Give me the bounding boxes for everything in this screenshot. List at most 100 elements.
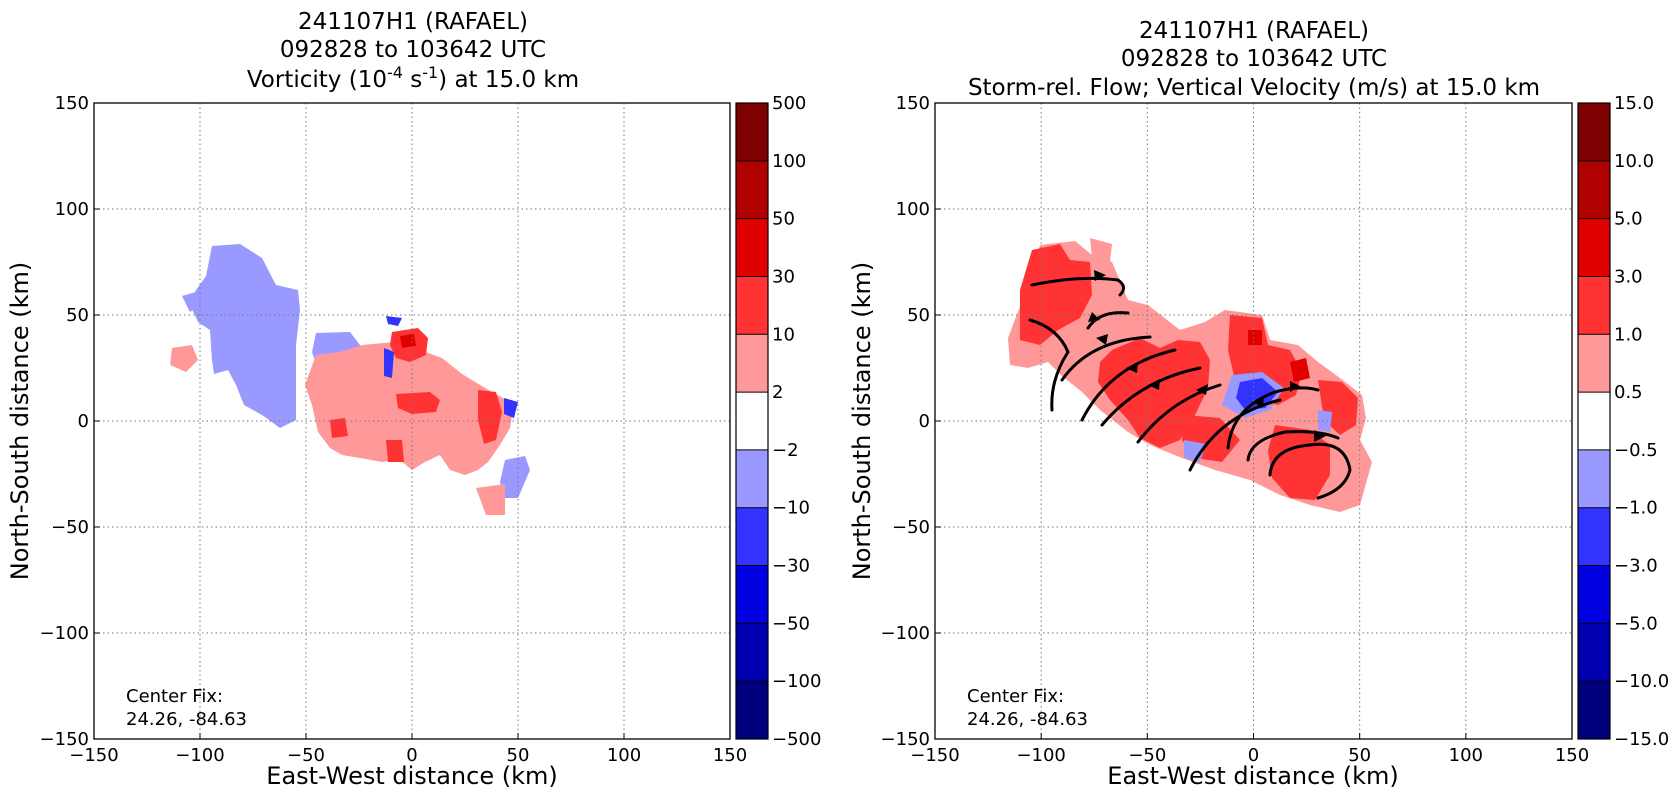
vorticity-x-axis-label: East-West distance (km) bbox=[266, 762, 557, 790]
velocity-title-line1: 241107H1 (RAFAEL) bbox=[1139, 18, 1369, 44]
velocity-colorbar-segment bbox=[1578, 507, 1610, 567]
vorticity-region-moderate-negative bbox=[386, 316, 402, 326]
streamline-arrowhead bbox=[1096, 334, 1108, 345]
vorticity-x-tick-label: −150 bbox=[69, 745, 118, 766]
vorticity-region-weak-positive bbox=[476, 484, 505, 515]
streamline bbox=[1136, 383, 1222, 444]
vorticity-region-moderate-positive bbox=[478, 390, 502, 444]
streamline bbox=[1268, 442, 1352, 500]
streamline-arrowhead bbox=[1252, 396, 1264, 407]
velocity-y-tick-label: 150 bbox=[896, 93, 930, 114]
velocity-region-moderate-updraft bbox=[1020, 244, 1092, 345]
vorticity-region-weak-negative bbox=[182, 292, 200, 312]
vorticity-title-level: ) at 15.0 km bbox=[438, 67, 579, 93]
vorticity-region-moderate-negative bbox=[384, 348, 394, 378]
velocity-y-tick-label: −50 bbox=[892, 517, 930, 538]
vorticity-colorbar-label: 100 bbox=[772, 151, 806, 172]
vorticity-colorbar-segment bbox=[736, 334, 768, 393]
vorticity-colorbar-segment bbox=[736, 160, 768, 220]
streamline-arrowhead bbox=[1094, 270, 1106, 281]
vorticity-colorbar-label: −2 bbox=[772, 440, 799, 461]
velocity-colorbar-segment bbox=[1578, 623, 1610, 682]
vorticity-colorbar-segment bbox=[736, 565, 768, 624]
vorticity-center-fix-label: Center Fix: bbox=[126, 686, 223, 707]
velocity-colorbar-segment bbox=[1578, 103, 1610, 162]
streamline-arrowhead bbox=[1088, 312, 1100, 322]
velocity-colorbar-segment bbox=[1578, 160, 1610, 220]
vorticity-colorbar-segment bbox=[736, 218, 768, 277]
velocity-y-tick-label: 100 bbox=[896, 199, 930, 220]
vorticity-colorbar-label: 30 bbox=[772, 266, 795, 287]
streamline bbox=[1060, 335, 1152, 382]
vorticity-colorbar-segment bbox=[736, 623, 768, 682]
vorticity-region-moderate-positive bbox=[386, 440, 404, 462]
vorticity-x-tick-label: −50 bbox=[287, 745, 325, 766]
velocity-x-tick-label: 150 bbox=[1555, 745, 1589, 766]
velocity-region-weak-updraft bbox=[1090, 238, 1112, 262]
vorticity-colorbar-label: 2 bbox=[772, 382, 783, 403]
streamline bbox=[1086, 311, 1130, 330]
streamline bbox=[1188, 398, 1282, 472]
storm-relative-streamlines bbox=[1028, 276, 1352, 500]
velocity-region-weak-downdraft bbox=[1318, 410, 1332, 432]
velocity-region-moderate-updraft bbox=[1098, 338, 1210, 448]
streamline-arrowhead bbox=[1196, 384, 1208, 395]
vorticity-colorbar-label: 10 bbox=[772, 324, 795, 345]
streamline-arrowhead bbox=[1148, 379, 1160, 390]
vorticity-y-tick-label: 0 bbox=[78, 411, 89, 432]
vorticity-title-exponent: -4 bbox=[387, 63, 403, 82]
vorticity-title-units-pre: Vorticity (10 bbox=[247, 67, 387, 93]
vorticity-region-moderate-positive bbox=[396, 392, 440, 414]
vorticity-region-weak-negative bbox=[190, 244, 300, 428]
vertical-velocity-panel: 241107H1 (RAFAEL) 092828 to 103642 UTC S… bbox=[848, 18, 1669, 790]
streamline bbox=[1226, 386, 1320, 450]
velocity-region-strong-updraft bbox=[1290, 358, 1310, 382]
velocity-colorbar-label: −15.0 bbox=[1614, 729, 1669, 750]
vorticity-y-tick-label: −100 bbox=[40, 623, 89, 644]
vorticity-center-fix-coords: 24.26, -84.63 bbox=[126, 709, 247, 730]
vorticity-region-moderate-positive bbox=[330, 418, 348, 438]
vorticity-title-inverse-seconds: -1 bbox=[422, 63, 438, 82]
velocity-region-strong-updraft bbox=[1248, 330, 1262, 345]
velocity-colorbar-label: −3.0 bbox=[1614, 556, 1658, 577]
velocity-y-axis-label: North-South distance (km) bbox=[848, 262, 876, 581]
vorticity-x-tick-label: 50 bbox=[507, 745, 530, 766]
velocity-x-tick-label: 100 bbox=[1449, 745, 1483, 766]
velocity-center-fix-label: Center Fix: bbox=[967, 686, 1064, 707]
velocity-colorbar-label: 0.5 bbox=[1614, 382, 1643, 403]
streamline bbox=[1080, 348, 1177, 422]
streamline-arrowhead bbox=[1126, 362, 1138, 373]
vorticity-region-moderate-negative bbox=[504, 398, 518, 418]
velocity-colorbar-label: −1.0 bbox=[1614, 498, 1658, 519]
velocity-colorbar: 15.0 10.0 5.0 3.0 1.0 0.5 −0.5 −1.0 −3.0 −5.0 −10.… bbox=[1577, 93, 1669, 750]
velocity-y-tick-label: −150 bbox=[881, 729, 930, 750]
vorticity-x-tick-label: 100 bbox=[607, 745, 641, 766]
vorticity-colorbar-label: −50 bbox=[772, 613, 810, 634]
vorticity-y-tick-label: 150 bbox=[55, 93, 89, 114]
vorticity-title-line1: 241107H1 (RAFAEL) bbox=[298, 9, 528, 35]
vorticity-y-tick-label: −50 bbox=[51, 517, 89, 538]
velocity-x-axis-label: East-West distance (km) bbox=[1107, 762, 1398, 790]
vorticity-ticks: −150 −100 −50 0 50 100 150 150 100 50 0 −50 −100 −150 bbox=[40, 93, 748, 766]
vorticity-x-tick-label: 150 bbox=[713, 745, 747, 766]
vorticity-panel: 241107H1 (RAFAEL) 092828 to 103642 UTC V… bbox=[6, 9, 821, 790]
vorticity-colorbar-label: −500 bbox=[772, 729, 821, 750]
velocity-x-tick-label: −100 bbox=[1016, 745, 1065, 766]
velocity-title-line2: 092828 to 103642 UTC bbox=[1121, 46, 1387, 72]
vorticity-x-tick-label: 0 bbox=[406, 745, 417, 766]
velocity-center-fix-coords: 24.26, -84.63 bbox=[967, 709, 1088, 730]
vorticity-colorbar-label: 50 bbox=[772, 209, 795, 230]
velocity-title-line3: Storm-rel. Flow; Vertical Velocity (m/s)… bbox=[968, 75, 1540, 101]
vorticity-colorbar-segment bbox=[736, 681, 768, 740]
vorticity-y-axis-label: North-South distance (km) bbox=[6, 262, 34, 581]
velocity-colorbar-segment bbox=[1578, 218, 1610, 277]
velocity-x-tick-label: 50 bbox=[1348, 745, 1371, 766]
vorticity-colorbar-segment bbox=[736, 276, 768, 335]
vorticity-title-units-mid: s bbox=[403, 67, 422, 93]
vorticity-y-tick-label: 50 bbox=[66, 305, 89, 326]
velocity-colorbar-label: −5.0 bbox=[1614, 613, 1658, 634]
streamline bbox=[1246, 430, 1340, 462]
velocity-colorbar-segment bbox=[1578, 276, 1610, 335]
velocity-y-tick-label: 0 bbox=[919, 411, 930, 432]
vorticity-title-line3: Vorticity (10-4 s-1) at 15.0 km bbox=[247, 63, 579, 93]
